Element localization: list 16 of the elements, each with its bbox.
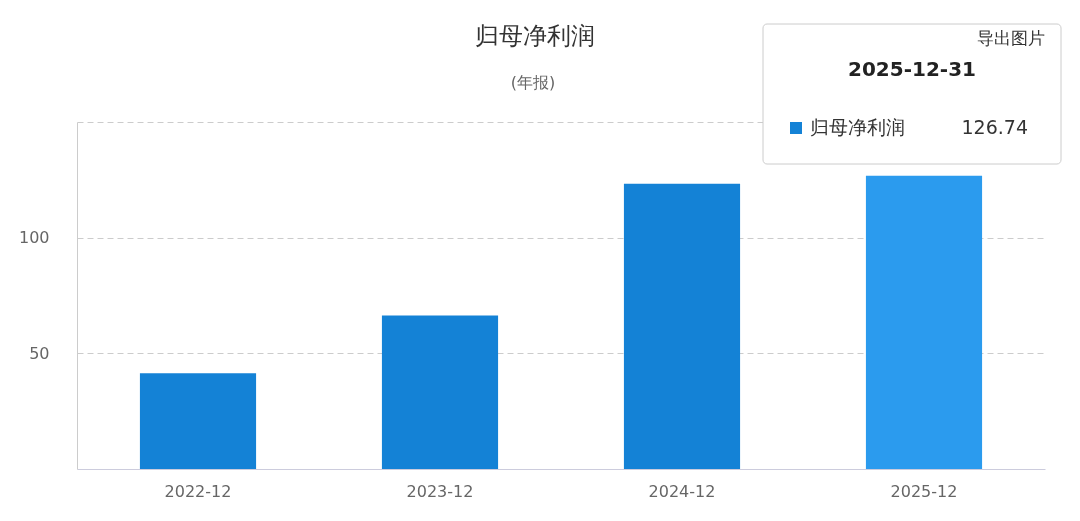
data-label: 126.74 xyxy=(961,116,1028,138)
x-tick-label: 2023-12 xyxy=(406,481,474,501)
y-tick-label: 50 xyxy=(29,343,50,363)
bar xyxy=(139,373,257,469)
x-tick-label: 2024-12 xyxy=(648,481,716,501)
chart-title: 归母净利润 xyxy=(475,22,595,50)
text: 2025-12-31 xyxy=(848,57,976,81)
bar xyxy=(623,183,741,469)
text: 导出图片 xyxy=(977,28,1045,48)
chart-subtitle: (年报) xyxy=(510,73,556,92)
bar xyxy=(381,315,499,469)
x-tick-label: 2022-12 xyxy=(164,481,232,501)
y-tick-label: 100 xyxy=(18,228,50,248)
legend-label: 归母净利润 xyxy=(810,116,905,138)
x-tick-label: 2025-12 xyxy=(890,481,958,501)
bar xyxy=(865,175,983,469)
